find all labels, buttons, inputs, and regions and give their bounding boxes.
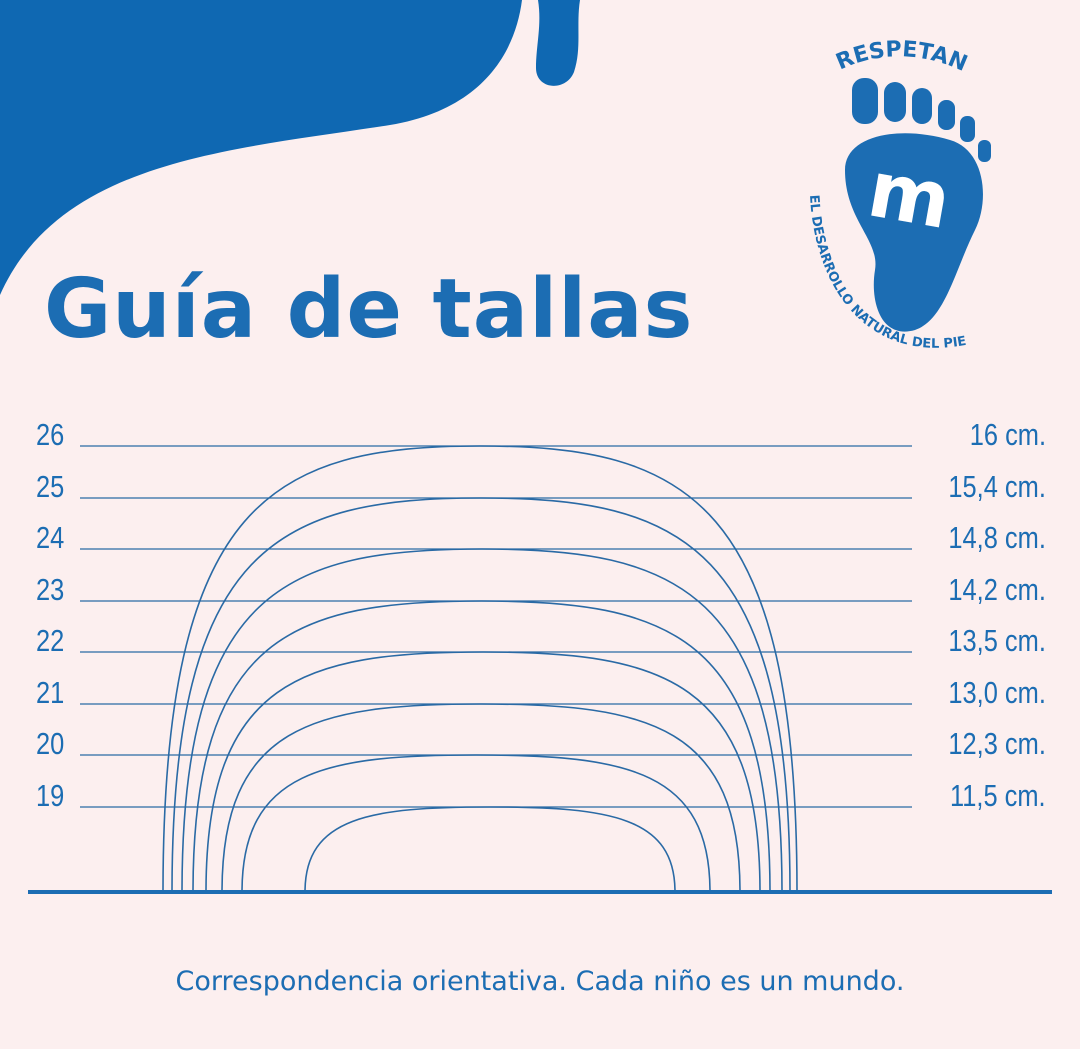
- foot-outline-25: [171, 497, 791, 893]
- length-label: 13,0 cm.: [948, 675, 1046, 710]
- drop-decoration: [536, 0, 580, 86]
- size-label: 26: [36, 417, 65, 452]
- size-label: 19: [36, 778, 65, 813]
- size-label: 24: [36, 520, 65, 555]
- size-label: 25: [36, 469, 65, 504]
- foot-outline-24: [181, 548, 783, 893]
- length-label: 13,5 cm.: [948, 623, 1046, 658]
- foot-outline-22: [205, 651, 761, 893]
- size-label: 22: [36, 623, 65, 658]
- length-label: 14,2 cm.: [948, 572, 1046, 607]
- disclaimer-text: Correspondencia orientativa. Cada niño e…: [175, 966, 905, 997]
- foot-outline-19: [304, 806, 676, 893]
- length-label: 14,8 cm.: [948, 520, 1046, 555]
- length-label: 15,4 cm.: [948, 469, 1046, 504]
- brand-logo: RESPETAN EL DESARROLLO NATURAL DEL PIE m: [806, 37, 991, 352]
- size-label: 21: [36, 675, 65, 710]
- length-label: 11,5 cm.: [950, 778, 1046, 813]
- size-label: 23: [36, 572, 65, 607]
- length-label: 12,3 cm.: [948, 726, 1046, 761]
- size-label: 20: [36, 726, 65, 761]
- page-title: Guía de tallas: [44, 262, 694, 357]
- blue-wave-decoration: [0, 0, 522, 295]
- foot-outline-20: [241, 754, 711, 893]
- foot-outline-21: [221, 703, 741, 893]
- svg-text:RESPETAN: RESPETAN: [833, 37, 971, 77]
- foot-outline-23: [192, 600, 771, 893]
- length-label: 16 cm.: [969, 417, 1046, 452]
- svg-text:m: m: [862, 144, 958, 247]
- foot-outline-26: [162, 445, 798, 893]
